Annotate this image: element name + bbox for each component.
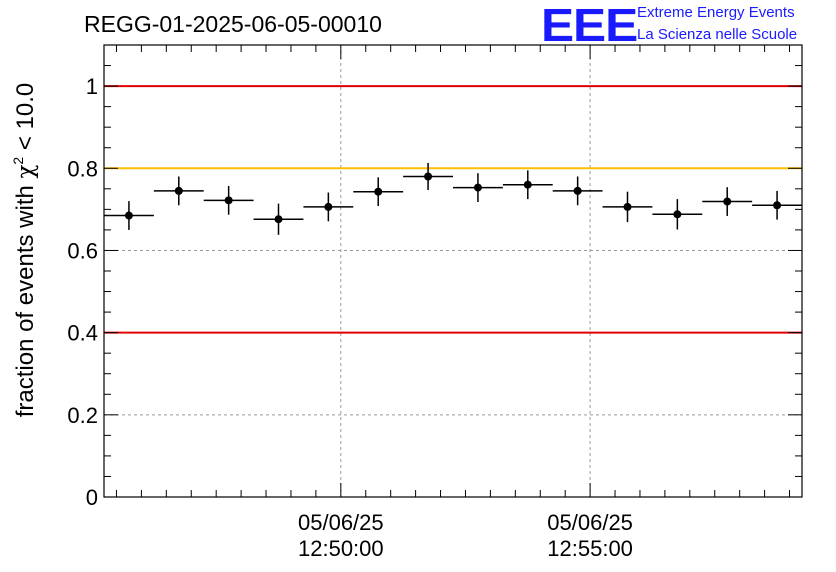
data-point bbox=[523, 180, 532, 189]
data-point bbox=[124, 211, 133, 220]
data-point bbox=[224, 196, 233, 205]
y-tick-label: 0.4 bbox=[67, 321, 98, 346]
data-point bbox=[723, 197, 732, 206]
data-point bbox=[623, 202, 632, 211]
x-tick-label-date: 05/06/25 bbox=[298, 510, 384, 535]
x-tick-label-time: 12:50:00 bbox=[298, 536, 384, 561]
eee-logo: EEE Extreme Energy Events La Scienza nel… bbox=[541, 1, 797, 52]
logo-line1: Extreme Energy Events bbox=[637, 4, 795, 21]
y-tick-label: 1 bbox=[86, 74, 98, 99]
y-tick-label: 0.8 bbox=[67, 156, 98, 181]
logo-line2: La Scienza nelle Scuole bbox=[637, 26, 797, 43]
data-point bbox=[573, 186, 582, 195]
logo-mark: EEE bbox=[541, 1, 637, 52]
plot-frame bbox=[103, 44, 803, 498]
data-point bbox=[773, 201, 782, 210]
y-tick-label: 0.6 bbox=[67, 238, 98, 263]
x-tick-label-time: 12:55:00 bbox=[547, 536, 633, 561]
y-tick-label: 0 bbox=[86, 485, 98, 510]
data-point bbox=[174, 186, 183, 195]
data-point bbox=[374, 187, 383, 196]
data-point bbox=[473, 183, 482, 192]
data-point bbox=[424, 172, 433, 181]
plot-area: 00.20.40.60.8105/06/2512:50:0005/06/2512… bbox=[67, 44, 803, 561]
data-point bbox=[324, 202, 333, 211]
data-point bbox=[673, 210, 682, 219]
y-axis-label: fraction of events with χ2 < 10.0 bbox=[10, 83, 39, 418]
y-tick-label: 0.2 bbox=[67, 403, 98, 428]
x-tick-label-date: 05/06/25 bbox=[547, 510, 633, 535]
chart-title: REGG-01-2025-06-05-00010 bbox=[84, 11, 382, 37]
data-point bbox=[274, 215, 283, 224]
